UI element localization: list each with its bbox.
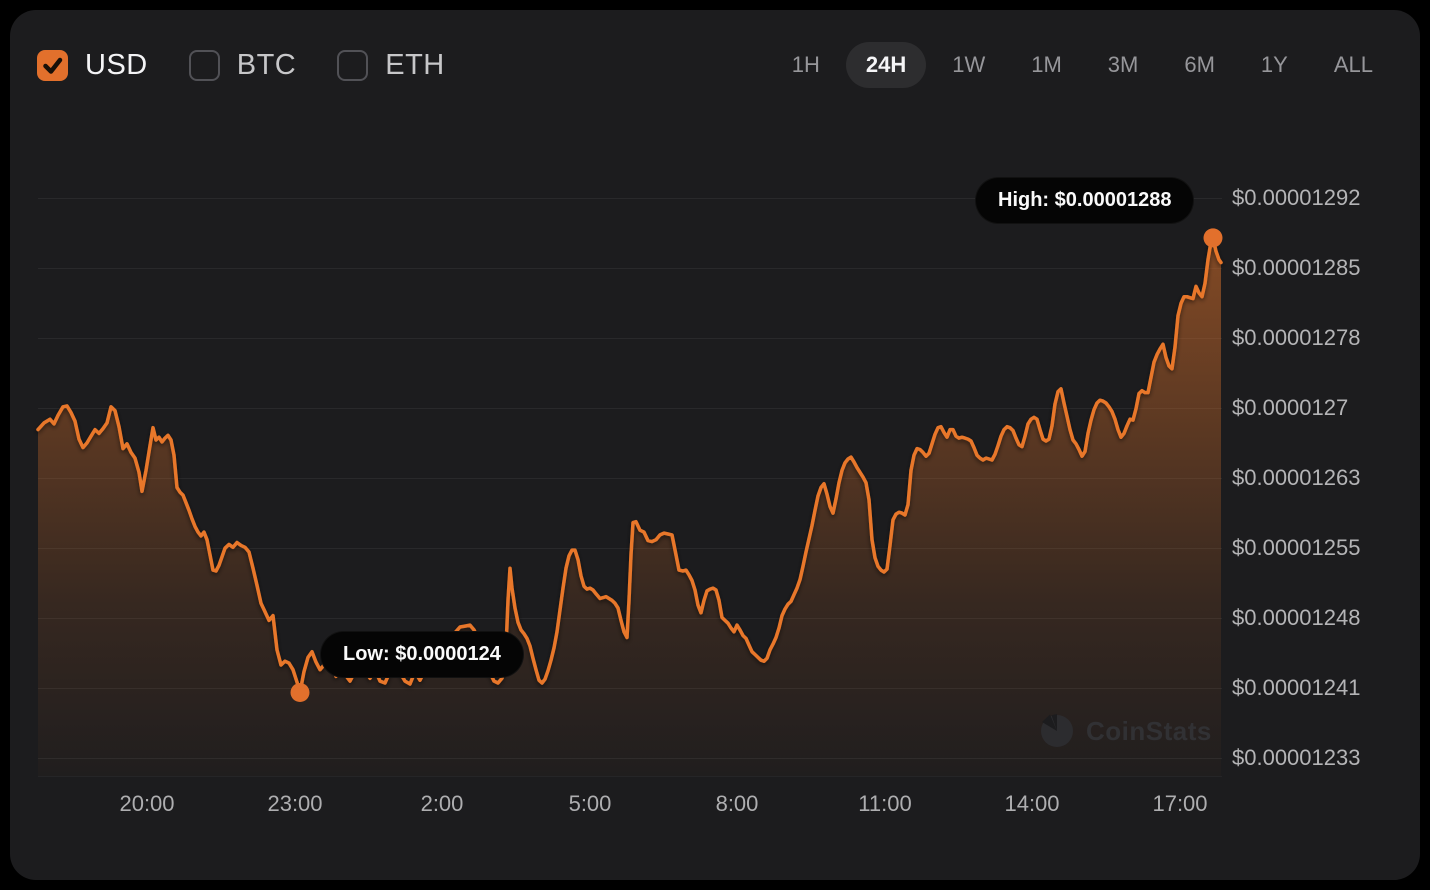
time-axis-label: 2:00 (420, 791, 464, 816)
price-axis-label: $0.00001255 (1232, 535, 1361, 560)
time-axis-label: 11:00 (858, 791, 912, 816)
time-axis-label: 5:00 (568, 791, 612, 816)
currency-toggle-btc[interactable]: BTC (188, 48, 297, 82)
watermark-label: CoinStats (1086, 715, 1212, 746)
range-button-1y[interactable]: 1Y (1260, 52, 1288, 77)
currency-toggle-eth[interactable]: ETH (337, 49, 445, 82)
price-axis-label: $0.00001292 (1232, 185, 1361, 210)
coinstats-logo-icon (1038, 712, 1076, 750)
time-axis-label: 8:00 (715, 791, 759, 816)
time-axis-label: 23:00 (267, 791, 323, 816)
currency-toggle-usd[interactable]: USD (37, 49, 148, 82)
price-axis-label: $0.00001233 (1232, 745, 1361, 770)
low-price-tooltip: Low: $0.0000124 (320, 631, 524, 678)
time-axis-label: 14:00 (1004, 791, 1060, 816)
price-axis-label: $0.00001248 (1232, 605, 1361, 630)
price-series (36, 228, 1223, 776)
range-button-6m[interactable]: 6M (1184, 52, 1215, 77)
price-axis-label: $0.00001285 (1232, 255, 1361, 280)
range-button-all[interactable]: ALL (1333, 52, 1373, 77)
range-button-3m[interactable]: 3M (1107, 52, 1139, 77)
checkbox-unchecked-icon[interactable] (337, 49, 369, 81)
currency-label: USD (85, 48, 148, 81)
checkmark-icon (43, 57, 63, 74)
range-button-1m[interactable]: 1M (1031, 52, 1062, 77)
coinstats-watermark: CoinStats (1038, 712, 1212, 750)
chart-header: USD BTC ETH 1H 24H 1W 1M 3M 6M 1Y ALL (10, 10, 1420, 120)
high-price-tooltip: High: $0.00001288 (975, 177, 1195, 224)
range-button-1w[interactable]: 1W (952, 52, 986, 77)
range-button-1h[interactable]: 1H (791, 52, 820, 77)
price-axis-label: $0.00001241 (1232, 675, 1361, 700)
time-axis-label: 17:00 (1152, 791, 1208, 816)
price-area-fill (38, 237, 1221, 776)
currency-toggle-group: USD BTC ETH (37, 49, 445, 82)
price-axis-label: $0.00001278 (1232, 325, 1361, 350)
low-point-marker (290, 683, 310, 702)
price-axis-label: $0.0000127 (1232, 395, 1349, 420)
time-range-group: 1H 24H 1W 1M 3M 6M 1Y ALL (792, 42, 1373, 88)
currency-label: BTC (236, 48, 297, 81)
price-line (36, 236, 1223, 695)
price-axis-label: $0.00001263 (1232, 465, 1361, 490)
checkbox-checked-icon[interactable] (37, 49, 68, 81)
high-point-marker (1203, 228, 1223, 248)
checkbox-unchecked-icon[interactable] (188, 49, 220, 81)
currency-label: ETH (385, 48, 445, 81)
time-axis-label: 20:00 (119, 791, 175, 816)
range-button-24h[interactable]: 24H (845, 42, 927, 88)
